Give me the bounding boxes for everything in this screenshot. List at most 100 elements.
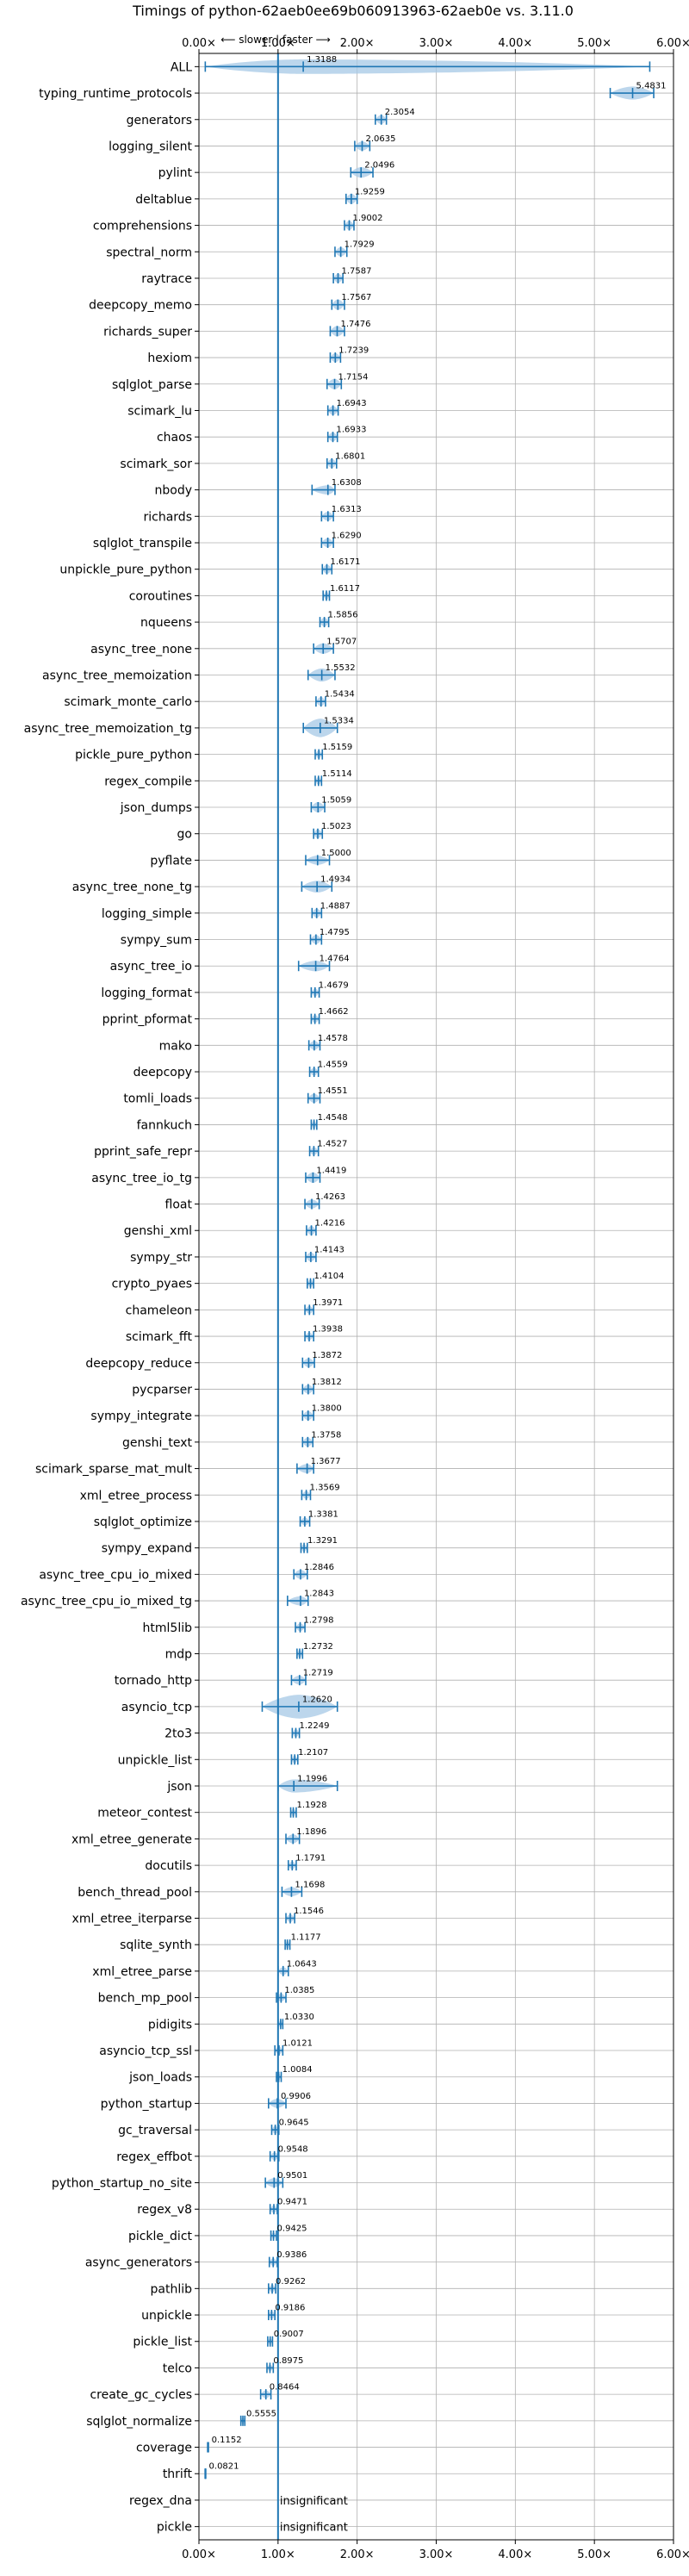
- category-label: logging_format: [101, 986, 192, 1000]
- grid: [198, 53, 674, 2540]
- value-label: 1.2249: [299, 1721, 329, 1731]
- category-label: logging_silent: [109, 140, 192, 153]
- category-label: xml_etree_parse: [92, 1965, 192, 1979]
- value-label: 1.4419: [316, 1166, 346, 1175]
- category-label: bench_thread_pool: [78, 1886, 192, 1900]
- category-label: crypto_pyaes: [112, 1278, 192, 1291]
- value-label: 1.3812: [312, 1378, 342, 1387]
- value-label: 1.2843: [304, 1590, 334, 1599]
- category-label: spectral_norm: [106, 246, 192, 259]
- value-label: 1.3188: [307, 55, 337, 65]
- value-label: 1.4662: [319, 1007, 349, 1017]
- value-label: 1.7929: [344, 240, 375, 250]
- x-tick-label-bottom: 6.00×: [656, 2548, 689, 2561]
- category-label: fannkuch: [137, 1118, 192, 1132]
- value-label: 1.0121: [282, 2038, 313, 2048]
- category-label: richards_super: [103, 325, 192, 339]
- category-label: sqlglot_normalize: [86, 2415, 192, 2429]
- category-label: pycparser: [132, 1383, 192, 1397]
- value-label: 1.6933: [337, 426, 367, 435]
- category-label: chameleon: [126, 1304, 192, 1317]
- value-label: 1.4143: [314, 1245, 344, 1254]
- category-label: unpickle_pure_python: [59, 563, 192, 577]
- category-label: async_tree_none: [90, 643, 192, 656]
- value-label: 1.6308: [332, 478, 362, 488]
- category-label: deepcopy_memo: [89, 299, 192, 313]
- category-label: docutils: [145, 1859, 192, 1873]
- value-label: 1.0084: [282, 2065, 313, 2075]
- value-label: 1.3381: [308, 1509, 338, 1519]
- value-label: 1.4795: [320, 928, 350, 937]
- x-tick-label-top: 6.00×: [656, 37, 689, 50]
- x-tick-label-bottom: 5.00×: [577, 2548, 611, 2561]
- category-label: pickle_list: [133, 2336, 192, 2349]
- category-label: coroutines: [129, 589, 192, 603]
- value-label: 1.5114: [322, 769, 352, 779]
- value-label: 0.9386: [276, 2250, 307, 2260]
- category-label: regex_dna: [129, 2494, 192, 2508]
- category-label: create_gc_cycles: [90, 2388, 192, 2402]
- category-label: genshi_text: [122, 1436, 193, 1450]
- category-label: asyncio_tcp: [121, 1701, 192, 1714]
- value-label: 1.9259: [355, 187, 385, 196]
- category-label: sympy_str: [130, 1251, 192, 1265]
- category-label: mdp: [165, 1647, 193, 1661]
- value-label: 1.4263: [315, 1192, 345, 1202]
- value-label: 1.5856: [328, 611, 358, 620]
- value-label: 0.0821: [209, 2462, 239, 2472]
- x-tick-label-top: 0.00×: [182, 37, 216, 50]
- category-label: sympy_expand: [102, 1542, 192, 1556]
- value-label: 1.7154: [338, 372, 369, 382]
- category-label: async_tree_io: [110, 960, 192, 974]
- x-tick-label-bottom: 2.00×: [340, 2548, 375, 2561]
- category-label: xml_etree_generate: [71, 1832, 192, 1846]
- value-label: 1.3800: [312, 1404, 342, 1414]
- category-label: pathlib: [151, 2282, 193, 2296]
- category-label: async_tree_memoization_tg: [24, 722, 192, 736]
- value-label: 1.0643: [287, 1959, 317, 1969]
- value-label: 0.9007: [274, 2330, 304, 2339]
- value-label: 1.7567: [341, 293, 371, 302]
- value-label: 0.9645: [279, 2119, 309, 2128]
- value-label: 0.8975: [273, 2356, 303, 2366]
- value-label: 1.4551: [318, 1086, 348, 1096]
- category-label: xml_etree_process: [80, 1489, 192, 1503]
- category-label: async_tree_io_tg: [91, 1172, 192, 1185]
- value-label: 0.5555: [246, 2409, 276, 2418]
- category-label: async_tree_cpu_io_mixed_tg: [21, 1595, 192, 1608]
- category-label: comprehensions: [93, 220, 192, 233]
- value-label: 1.3291: [307, 1536, 338, 1546]
- value-label: 1.0385: [284, 1986, 314, 1995]
- value-label: 0.9186: [275, 2304, 305, 2313]
- value-label: 1.7476: [340, 320, 370, 329]
- value-label: 1.2620: [302, 1695, 332, 1704]
- value-label: 1.6801: [335, 451, 365, 461]
- x-tick-label-bottom: 4.00×: [498, 2548, 532, 2561]
- category-label: regex_v8: [137, 2203, 192, 2217]
- category-label: scimark_sor: [120, 457, 192, 471]
- value-label: 1.4887: [320, 901, 351, 911]
- value-label: 1.4527: [317, 1140, 347, 1149]
- x-tick-label-top: 3.00×: [419, 37, 454, 50]
- x-tick-label-top: 1.00×: [261, 37, 295, 50]
- category-label: html5lib: [143, 1621, 193, 1635]
- value-label: 1.7587: [342, 266, 372, 276]
- category-label: sqlglot_transpile: [93, 537, 192, 551]
- value-label: 1.4216: [315, 1219, 345, 1229]
- category-label: sqlglot_parse: [112, 378, 192, 392]
- x-tick-label-bottom: 3.00×: [419, 2548, 454, 2561]
- category-label: scimark_fft: [126, 1330, 193, 1344]
- category-label: pprint_safe_repr: [94, 1145, 192, 1159]
- category-label: tornado_http: [115, 1674, 192, 1688]
- value-label: 1.1791: [295, 1854, 326, 1864]
- category-label: bench_mp_pool: [98, 1992, 192, 2006]
- category-label: deltablue: [135, 193, 192, 207]
- category-label: nqueens: [140, 616, 192, 630]
- category-label: float: [165, 1198, 193, 1212]
- value-label: 0.9471: [277, 2198, 307, 2207]
- category-label: pyflate: [150, 854, 192, 868]
- value-label: 1.4934: [320, 875, 351, 885]
- value-label: 1.5434: [325, 690, 355, 700]
- value-label: 1.4104: [314, 1272, 344, 1281]
- chart-subtitle: ⟵ slower | faster ⟶: [220, 34, 331, 46]
